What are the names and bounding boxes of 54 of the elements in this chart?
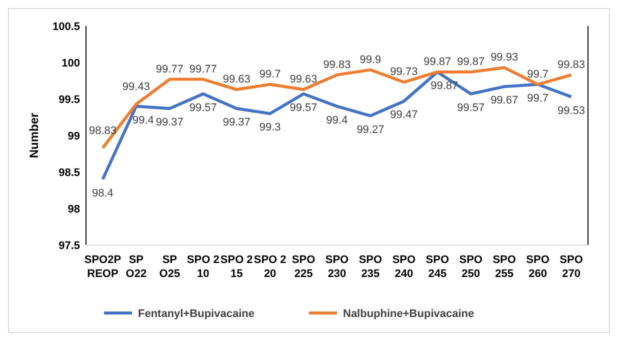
x-tick-label: SPO 235 [358, 254, 383, 280]
data-label: 99.73 [390, 66, 418, 78]
x-tick-label: SPO 250 [459, 254, 483, 280]
data-label: 99.77 [156, 63, 184, 76]
data-label: 99.43 [122, 81, 150, 94]
x-tick-label: SPO 2 10 [186, 254, 220, 280]
data-label: 99.53 [558, 104, 586, 117]
x-tick-label: SPO 270 [560, 254, 584, 280]
y-tick-label: 100.5 [52, 21, 80, 33]
y-tick-label: 97.5 [58, 240, 80, 252]
data-label: 99.57 [457, 102, 485, 114]
data-label: 99.3 [259, 122, 281, 134]
data-label: 98.4 [92, 187, 114, 200]
data-label: 99.4 [326, 114, 348, 126]
data-label: 99.47 [390, 109, 418, 122]
x-tick-label: SPO 230 [325, 254, 350, 280]
data-label: 99.57 [189, 102, 217, 114]
data-label: 99.87 [424, 56, 452, 68]
x-tick-label: SPO 240 [392, 254, 416, 280]
x-tick-label: SPO 255 [492, 254, 516, 280]
data-label: 99.7 [527, 92, 549, 104]
data-label: 99.7 [259, 68, 281, 80]
y-tick-label: 99.5 [58, 94, 80, 106]
x-tick-label: SPO 225 [292, 254, 316, 280]
x-tick-label: SPO2P REOP [84, 254, 122, 280]
data-label: 99.37 [156, 116, 184, 128]
x-tick-label: SPO 2 15 [220, 254, 253, 280]
x-tick-label: SP O22 [126, 254, 147, 280]
data-label: 99.83 [558, 58, 586, 71]
data-label: 99.87 [457, 56, 485, 68]
y-axis-title: Number [27, 112, 41, 158]
y-tick-label: 98.5 [58, 167, 80, 179]
data-label: 99.63 [290, 74, 318, 86]
x-tick-label: SPO 2 20 [254, 254, 286, 280]
data-label: 99.4 [132, 114, 154, 126]
x-tick-label: SPO 245 [426, 254, 450, 280]
legend-label: Nalbuphine+Bupivacaine [343, 308, 474, 320]
data-label: 99.83 [323, 58, 351, 71]
y-tick-label: 98 [68, 204, 80, 216]
legend-label: Fentanyl+Bupivacaine [138, 308, 254, 320]
x-tick-label: SPO 260 [526, 254, 550, 280]
data-label: 99.63 [222, 74, 250, 86]
data-label: 99.27 [356, 124, 384, 136]
data-label: 99.9 [360, 54, 382, 66]
data-label: 99.77 [189, 63, 217, 76]
y-tick-label: 100 [62, 58, 80, 70]
data-label: 99.57 [290, 102, 318, 114]
x-tick-label: SP O25 [159, 254, 180, 280]
data-label: 99.67 [490, 94, 518, 107]
data-label: 99.87 [430, 80, 458, 92]
data-label: 99.37 [222, 116, 250, 128]
data-label: 99.93 [490, 52, 518, 64]
y-tick-label: 99 [68, 130, 80, 142]
data-label: 99.7 [527, 68, 549, 80]
